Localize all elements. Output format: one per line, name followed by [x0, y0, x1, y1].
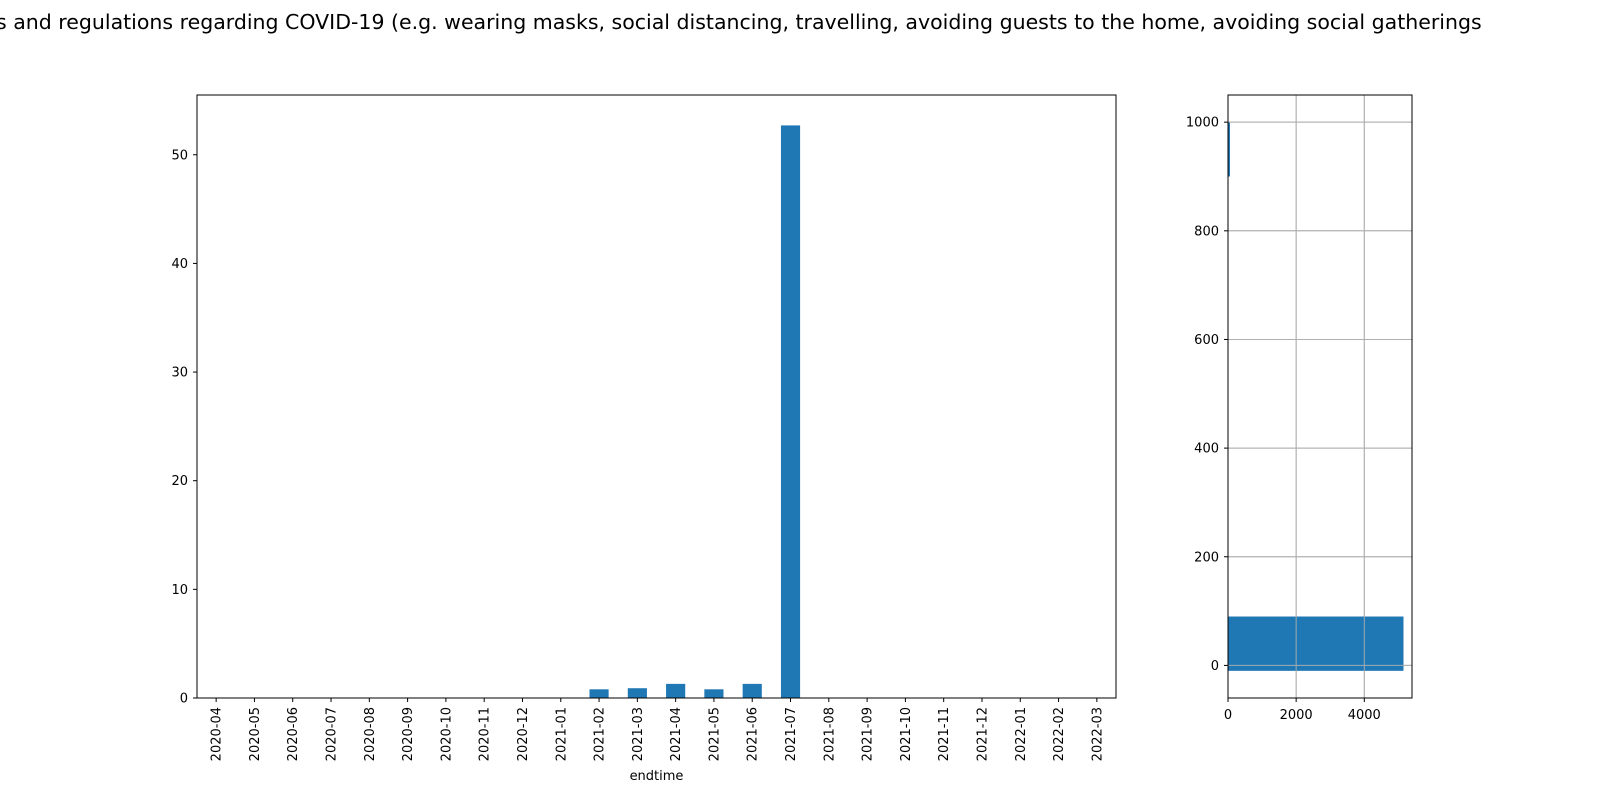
bar-2021-07 — [780, 125, 801, 698]
x-tick-label: 2021-08 — [822, 707, 837, 761]
y-tick-label: 20 — [171, 474, 188, 489]
y-tick-label: 200 — [1194, 550, 1219, 565]
y-tick-label: 30 — [171, 366, 188, 381]
y-tick-label: 40 — [171, 257, 188, 272]
x-tick-label: 2021-11 — [937, 707, 952, 761]
bar-2021-02 — [589, 689, 609, 698]
figure-title: s and regulations regarding COVID-19 (e.… — [0, 10, 1600, 40]
x-tick-label: 2021-12 — [975, 707, 990, 761]
bar-2021-06 — [742, 683, 762, 698]
y-tick-label: 10 — [171, 583, 188, 598]
right-plot-frame — [1227, 94, 1413, 699]
x-tick-label: 4000 — [1348, 708, 1381, 723]
x-tick-label: 2021-10 — [899, 707, 914, 761]
x-tick-label: 2020-05 — [248, 707, 263, 761]
x-tick-label: 2020-12 — [516, 707, 531, 761]
x-tick-label: 2022-02 — [1052, 707, 1067, 761]
bar-2021-03 — [627, 688, 647, 698]
y-tick-label: 1000 — [1186, 116, 1219, 131]
x-axis-label: endtime — [630, 769, 684, 784]
y-tick-label: 600 — [1194, 333, 1219, 348]
hbar-0 — [1228, 616, 1404, 671]
right-histogram-chart: 0 200 400 600 800 1000 0 2000 4000 — [1186, 94, 1413, 723]
y-tick-label: 0 — [180, 692, 188, 707]
x-tick-label: 2021-06 — [746, 707, 761, 761]
x-tick-label: 2021-07 — [784, 707, 799, 761]
x-tick-label: 2020-07 — [325, 707, 340, 761]
x-tick-label: 2021-03 — [631, 707, 646, 761]
left-plot-frame — [196, 94, 1117, 699]
x-tick-label: 2020-11 — [478, 707, 493, 761]
x-tick-label: 2020-04 — [210, 707, 225, 761]
x-tick-label: 2021-02 — [593, 707, 608, 761]
y-tick-label: 800 — [1194, 224, 1219, 239]
y-tick-label: 50 — [171, 148, 188, 163]
y-tick-label: 0 — [1211, 659, 1219, 674]
x-tick-label: 2021-01 — [554, 707, 569, 761]
x-tick-label: 2000 — [1280, 708, 1313, 723]
x-tick-label: 0 — [1224, 708, 1232, 723]
x-tick-label: 2022-01 — [1014, 707, 1029, 761]
bar-2021-05 — [704, 689, 724, 698]
x-tick-label: 2020-09 — [401, 707, 416, 761]
x-tick-label: 2021-05 — [707, 707, 722, 761]
x-tick-label: 2020-10 — [439, 707, 454, 761]
x-tick-label: 2021-04 — [669, 707, 684, 761]
x-tick-label: 2020-06 — [286, 707, 301, 761]
x-tick-label: 2021-09 — [861, 707, 876, 761]
figure-title-text: s and regulations regarding COVID-19 (e.… — [0, 10, 1482, 34]
y-tick-label: 400 — [1194, 442, 1219, 457]
hbar-1 — [1228, 122, 1230, 177]
bar-2021-04 — [666, 683, 686, 698]
x-tick-label: 2022-03 — [1090, 707, 1105, 761]
left-bar-chart: 0 10 20 30 40 50 2020-04 2020-05 2020-06 2020-07 2… — [171, 94, 1117, 784]
x-tick-label: 2020-08 — [363, 707, 378, 761]
